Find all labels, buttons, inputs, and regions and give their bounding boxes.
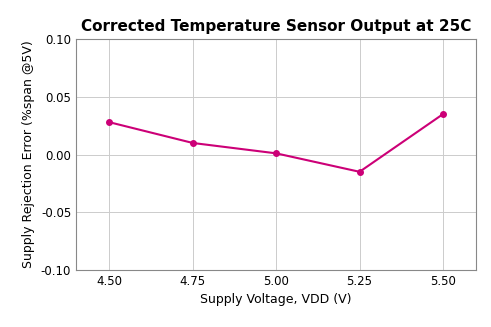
X-axis label: Supply Voltage, VDD (V): Supply Voltage, VDD (V) — [200, 293, 352, 306]
Title: Corrected Temperature Sensor Output at 25C: Corrected Temperature Sensor Output at 2… — [81, 19, 471, 34]
Y-axis label: Supply Rejection Error (%span @5V): Supply Rejection Error (%span @5V) — [22, 41, 35, 268]
